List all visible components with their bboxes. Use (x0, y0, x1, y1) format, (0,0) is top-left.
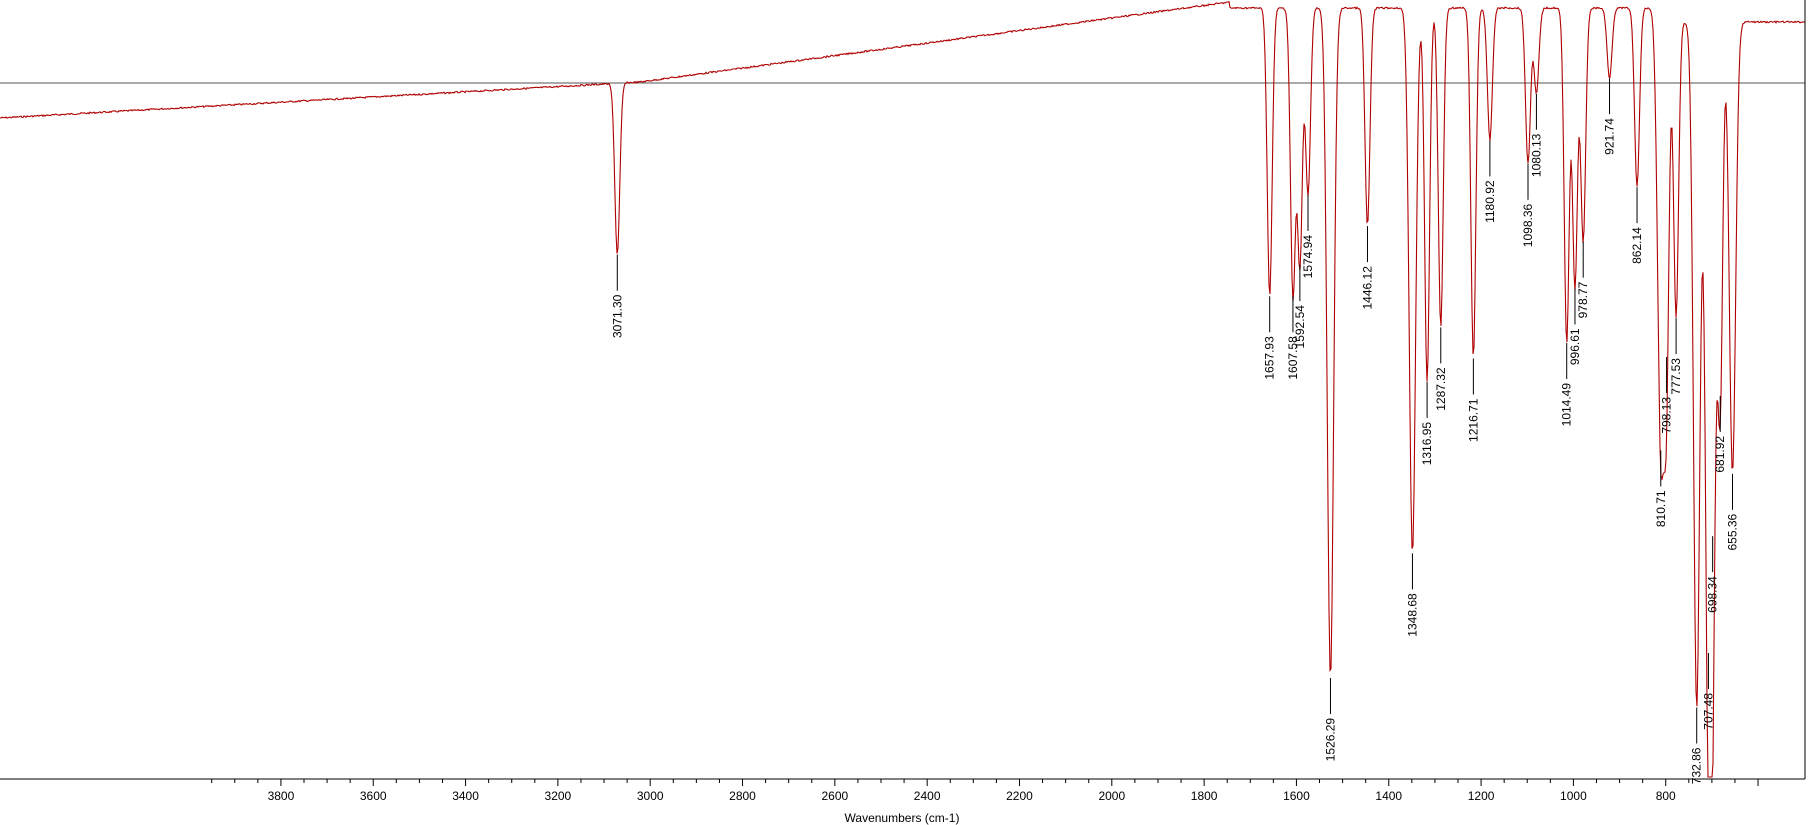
peak-label: 1014.49 (1560, 383, 1574, 427)
peak-label: 1657.93 (1263, 336, 1277, 380)
peak-label: 655.36 (1725, 513, 1739, 550)
peak-label: 1098.36 (1521, 203, 1535, 247)
peak-label: 1592.54 (1293, 305, 1307, 349)
x-tick-label: 3000 (637, 789, 664, 803)
x-tick-label: 1000 (1560, 789, 1587, 803)
peak-label: 707.48 (1701, 693, 1715, 730)
peak-label: 1574.94 (1301, 235, 1315, 279)
peak-label: 681.92 (1713, 436, 1727, 473)
x-tick-label: 800 (1656, 789, 1676, 803)
x-tick-label: 2200 (1006, 789, 1033, 803)
peak-label: 810.71 (1654, 490, 1668, 527)
x-axis-ticks: 3800 3600 3400 3200 3000 2800 2600 2400 2200 2000… (211, 779, 1759, 803)
x-tick-label: 3400 (452, 789, 479, 803)
peak-label: 921.74 (1603, 118, 1617, 155)
peak-label: 798.13 (1660, 397, 1674, 434)
spectrum-series-line (0, 0, 1806, 778)
x-tick-label: 2600 (821, 789, 848, 803)
peak-label: 3071.30 (610, 294, 624, 338)
peak-label: 1180.92 (1483, 180, 1497, 223)
x-tick-label: 3200 (545, 789, 572, 803)
peak-label: 1316.95 (1420, 422, 1434, 466)
peak-label: 1607.58 (1286, 336, 1300, 380)
x-tick-label: 3600 (360, 789, 387, 803)
peak-label: 732.86 (1690, 747, 1704, 784)
x-tick-label: 3800 (268, 789, 295, 803)
x-tick-label: 1600 (1283, 789, 1310, 803)
x-tick-label: 1400 (1375, 789, 1402, 803)
x-tick-label: 2800 (729, 789, 756, 803)
peak-label: 1287.32 (1434, 367, 1448, 411)
x-axis-label: Wavenumbers (cm-1) (845, 811, 960, 825)
x-tick-label: 1200 (1468, 789, 1495, 803)
peak-label: 1080.13 (1529, 133, 1543, 177)
peak-label: 1446.12 (1360, 266, 1374, 310)
peak-label: 978.77 (1576, 281, 1590, 318)
peak-label: 1526.29 (1323, 718, 1337, 762)
peak-label: 777.53 (1669, 358, 1683, 395)
peak-label: 1216.71 (1466, 398, 1480, 442)
peak-label: 862.14 (1630, 227, 1644, 264)
peak-label: 698.34 (1706, 576, 1720, 613)
x-tick-label: 2000 (1098, 789, 1125, 803)
peak-label: 1348.68 (1405, 593, 1419, 637)
peak-label: 996.61 (1568, 328, 1582, 365)
x-tick-label: 2400 (914, 789, 941, 803)
x-tick-label: 1800 (1191, 789, 1218, 803)
